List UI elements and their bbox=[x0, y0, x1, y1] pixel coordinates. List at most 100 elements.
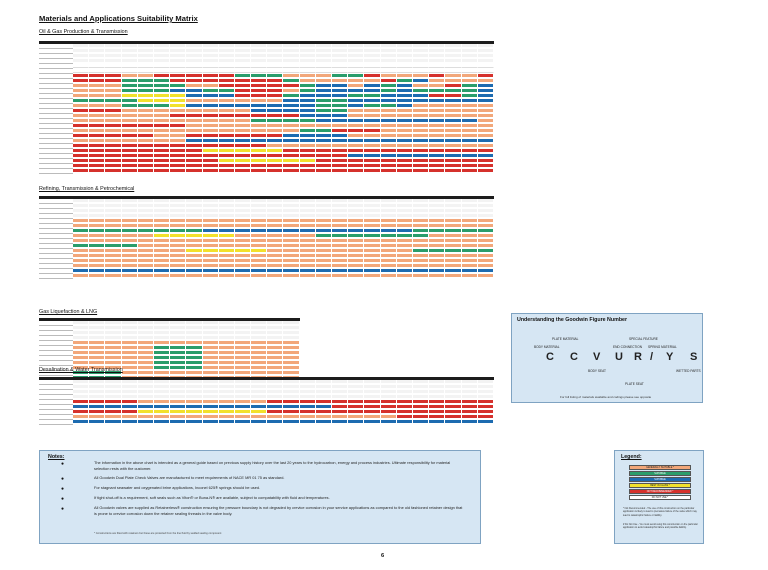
matrix-cell bbox=[396, 64, 413, 68]
matrix-cell bbox=[170, 144, 187, 148]
legend-swatch: BEST IN CLASS * bbox=[629, 483, 691, 488]
matrix-cell bbox=[105, 144, 122, 148]
matrix-cell bbox=[234, 149, 252, 153]
matrix-cell bbox=[332, 224, 349, 228]
matrix-cell bbox=[348, 244, 365, 248]
matrix-cell bbox=[121, 254, 138, 258]
matrix-cell bbox=[315, 385, 332, 389]
matrix-cell bbox=[251, 129, 268, 133]
matrix-cell bbox=[461, 239, 478, 243]
matrix-cell bbox=[105, 229, 122, 233]
matrix-cell bbox=[445, 124, 462, 128]
matrix-cell bbox=[251, 169, 268, 173]
matrix-cell bbox=[445, 214, 462, 218]
matrix-cell bbox=[477, 154, 494, 158]
matrix-cell bbox=[121, 149, 138, 153]
matrix-cell bbox=[89, 234, 106, 238]
matrix-cell bbox=[348, 229, 365, 233]
matrix-cell bbox=[299, 124, 316, 128]
matrix-cell bbox=[332, 420, 349, 424]
matrix-cell bbox=[283, 366, 300, 370]
matrix-cell bbox=[73, 54, 90, 58]
matrix-cell bbox=[234, 109, 252, 113]
matrix-cell bbox=[234, 351, 252, 355]
matrix-cell bbox=[461, 234, 478, 238]
matrix-cell bbox=[234, 321, 252, 325]
matrix-cell bbox=[186, 400, 203, 404]
matrix-cell bbox=[364, 269, 381, 273]
matrix-cell bbox=[218, 119, 235, 123]
matrix-cell bbox=[218, 249, 235, 253]
matrix-cell bbox=[121, 134, 138, 138]
matrix-cell bbox=[234, 129, 252, 133]
matrix-cell bbox=[332, 84, 349, 88]
matrix-cell bbox=[396, 415, 413, 419]
matrix-cell bbox=[299, 79, 316, 83]
matrix-cell bbox=[380, 254, 397, 258]
matrix-cell bbox=[251, 214, 268, 218]
matrix-cell bbox=[121, 341, 138, 345]
matrix-cell bbox=[380, 390, 397, 394]
matrix-cell bbox=[234, 49, 252, 53]
matrix-cell bbox=[170, 244, 187, 248]
matrix-cell bbox=[89, 144, 106, 148]
matrix-cell bbox=[283, 44, 300, 48]
matrix-cell bbox=[477, 149, 494, 153]
matrix-cell bbox=[380, 49, 397, 53]
matrix-cell bbox=[477, 89, 494, 93]
matrix-row-label bbox=[39, 259, 73, 264]
matrix-cell bbox=[267, 89, 284, 93]
matrix-cell bbox=[396, 124, 413, 128]
matrix-cell bbox=[429, 249, 446, 253]
matrix-cell bbox=[267, 395, 284, 399]
matrix-cell bbox=[89, 84, 106, 88]
matrix-cell bbox=[170, 390, 187, 394]
matrix-cell bbox=[153, 219, 171, 223]
matrix-cell bbox=[153, 114, 171, 118]
matrix-cell bbox=[170, 269, 187, 273]
matrix-cell bbox=[445, 395, 462, 399]
matrix-cell bbox=[461, 209, 478, 213]
matrix-cell bbox=[137, 159, 154, 163]
matrix-cell bbox=[202, 214, 219, 218]
matrix-cell bbox=[137, 336, 154, 340]
matrix-cell bbox=[380, 264, 397, 268]
matrix-cell bbox=[73, 410, 90, 414]
matrix-cell bbox=[267, 134, 284, 138]
matrix-cell bbox=[315, 154, 332, 158]
matrix-cell bbox=[445, 149, 462, 153]
matrix-cell bbox=[315, 234, 332, 238]
matrix-cell bbox=[315, 74, 332, 78]
matrix-cell bbox=[153, 89, 171, 93]
matrix-cell bbox=[461, 144, 478, 148]
note-item: All Goodwin valves are supplied as Retai… bbox=[94, 505, 463, 516]
matrix-cell bbox=[364, 385, 381, 389]
matrix-cell bbox=[186, 169, 203, 173]
label-wetted-parts: WETTED PARTS bbox=[676, 369, 701, 373]
matrix-cell bbox=[234, 144, 252, 148]
matrix-cell bbox=[412, 99, 430, 103]
matrix-cell bbox=[137, 124, 154, 128]
matrix-cell bbox=[186, 385, 203, 389]
matrix-cell bbox=[202, 326, 219, 330]
matrix-cell bbox=[234, 336, 252, 340]
matrix-cell bbox=[170, 415, 187, 419]
matrix-cell bbox=[396, 229, 413, 233]
matrix-cell bbox=[218, 244, 235, 248]
matrix-cell bbox=[412, 104, 430, 108]
matrix-row-label bbox=[39, 124, 73, 129]
matrix-cell bbox=[332, 209, 349, 213]
matrix-cell bbox=[412, 239, 430, 243]
matrix-cell bbox=[364, 234, 381, 238]
matrix-cell bbox=[89, 395, 106, 399]
matrix-cell bbox=[299, 114, 316, 118]
matrix-cell bbox=[380, 224, 397, 228]
matrix-cell bbox=[348, 169, 365, 173]
matrix-cell bbox=[202, 264, 219, 268]
matrix-row-label bbox=[39, 234, 73, 239]
matrix-cell bbox=[445, 99, 462, 103]
matrix-cell bbox=[445, 420, 462, 424]
matrix-cell bbox=[283, 224, 300, 228]
matrix-cell bbox=[153, 259, 171, 263]
matrix-cell bbox=[461, 104, 478, 108]
